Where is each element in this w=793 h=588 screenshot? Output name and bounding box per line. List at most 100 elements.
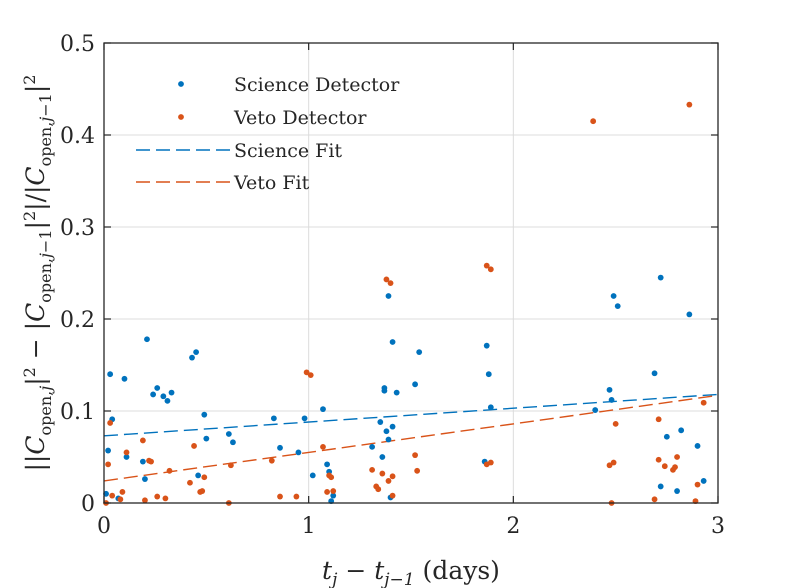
science-detector-point — [592, 407, 599, 413]
veto-detector-point — [320, 443, 326, 450]
science-detector-point — [295, 449, 302, 456]
science-detector-point — [663, 433, 670, 440]
fit-lines — [103, 393, 719, 482]
science-detector-point — [201, 411, 208, 418]
veto-detector-point — [661, 463, 668, 470]
legend-marker-veto-detector — [178, 114, 184, 120]
grid — [104, 43, 718, 503]
science-detector-point — [107, 371, 114, 378]
legend: Science Detector Veto Detector Science Fit… — [136, 74, 400, 194]
science-detector-point — [193, 349, 200, 356]
veto-detector-point — [414, 467, 421, 474]
veto-detector-point — [674, 454, 680, 460]
veto-detector-point — [277, 493, 283, 500]
veto-detector-point — [379, 470, 386, 477]
science-detector-point — [195, 472, 202, 479]
veto-detector-point — [389, 492, 396, 499]
science-detector-point — [154, 385, 161, 391]
science-detector-point — [330, 492, 337, 499]
science-detector-point — [379, 454, 386, 460]
science-detector-point — [389, 339, 396, 345]
science-detector-point — [324, 461, 330, 468]
science-detector-point — [168, 389, 175, 396]
science-detector-point — [383, 428, 390, 435]
veto-detector-point — [655, 456, 662, 463]
science-detector-point — [700, 478, 707, 484]
veto-detector-point — [686, 101, 693, 108]
veto-detector-point — [107, 420, 114, 426]
veto-detector-point — [154, 493, 161, 500]
veto-detector-point — [672, 464, 678, 471]
y-tick-label: 0 — [81, 492, 95, 517]
veto-detector-point — [330, 488, 337, 494]
science-detector-point — [657, 274, 664, 281]
veto-detector-point — [487, 266, 494, 273]
veto-detector-point — [487, 459, 494, 466]
veto-detector-point — [655, 416, 662, 423]
veto-detector-point — [293, 493, 300, 500]
legend-label-science-fit: Science Fit — [234, 140, 342, 162]
science-detector-point — [105, 447, 111, 454]
veto-detector-point — [109, 492, 116, 499]
veto-detector-point — [412, 452, 418, 459]
science-detector-point — [369, 443, 376, 450]
science-detector-point — [203, 435, 210, 442]
y-axis-title: ||Copen,j|2 − |Copen,j−1|2|/|Copen,j−1|2 — [20, 75, 55, 472]
science-detector-point — [608, 397, 615, 403]
veto-detector-point — [191, 443, 197, 449]
science-detector-point — [144, 336, 150, 343]
veto-detector-point — [612, 420, 619, 427]
veto-detector-point — [227, 462, 234, 469]
science-detector-point — [381, 387, 388, 394]
veto-detector-point — [610, 459, 617, 466]
veto-detector-point — [117, 496, 124, 503]
x-axis-title: tj − tj−1 (days) — [322, 556, 500, 588]
science-detector-point — [189, 354, 195, 361]
veto-detector-point — [700, 399, 707, 406]
science-detector-point — [123, 454, 130, 460]
veto-detector-point — [142, 497, 148, 504]
y-tick-label: 0.5 — [60, 32, 95, 57]
science-detector-point — [230, 439, 236, 446]
legend-label-veto-detector: Veto Detector — [233, 107, 367, 129]
veto-detector-point — [369, 466, 376, 473]
veto-detector-point — [303, 369, 310, 376]
science-detector-point — [686, 311, 693, 318]
science-detector-point — [385, 436, 392, 443]
science-detector-point — [674, 488, 680, 494]
plot-frame — [103, 42, 719, 504]
science-detector-point — [485, 371, 492, 378]
science-detector-point — [309, 472, 316, 479]
science-detector-point — [150, 391, 157, 398]
veto-detector-point — [385, 478, 392, 484]
science-detector-point — [139, 458, 146, 465]
veto-detector-point — [139, 437, 146, 444]
science-detector-point — [385, 293, 392, 299]
veto-detector-point — [694, 481, 701, 488]
science-detector-point — [377, 419, 384, 425]
science-detector-point — [651, 370, 658, 377]
legend-marker-science-detector — [178, 81, 184, 87]
science-detector-point — [270, 415, 277, 422]
science-detector-point — [412, 381, 418, 388]
veto-detector-point — [105, 461, 111, 468]
science-detector-point — [416, 349, 423, 356]
science-detector-point — [483, 342, 490, 349]
veto-detector-point — [328, 474, 335, 481]
science-detector-point — [389, 423, 396, 430]
science-detector-point — [487, 404, 494, 411]
veto-detector-point — [375, 486, 382, 493]
science-detector-point — [301, 415, 308, 422]
science-detector-point — [606, 386, 613, 393]
legend-label-veto-fit: Veto Fit — [233, 172, 310, 194]
science-detector-point — [164, 397, 171, 404]
veto-detector-point — [389, 473, 396, 480]
x-tick-label: 3 — [711, 514, 725, 539]
veto-detector-point — [162, 495, 169, 502]
veto-detector-point — [590, 118, 597, 125]
science-detector-point — [614, 303, 621, 310]
science-detector-point — [320, 406, 326, 413]
veto-detector-point — [268, 457, 275, 464]
veto-detector-point — [166, 467, 173, 474]
